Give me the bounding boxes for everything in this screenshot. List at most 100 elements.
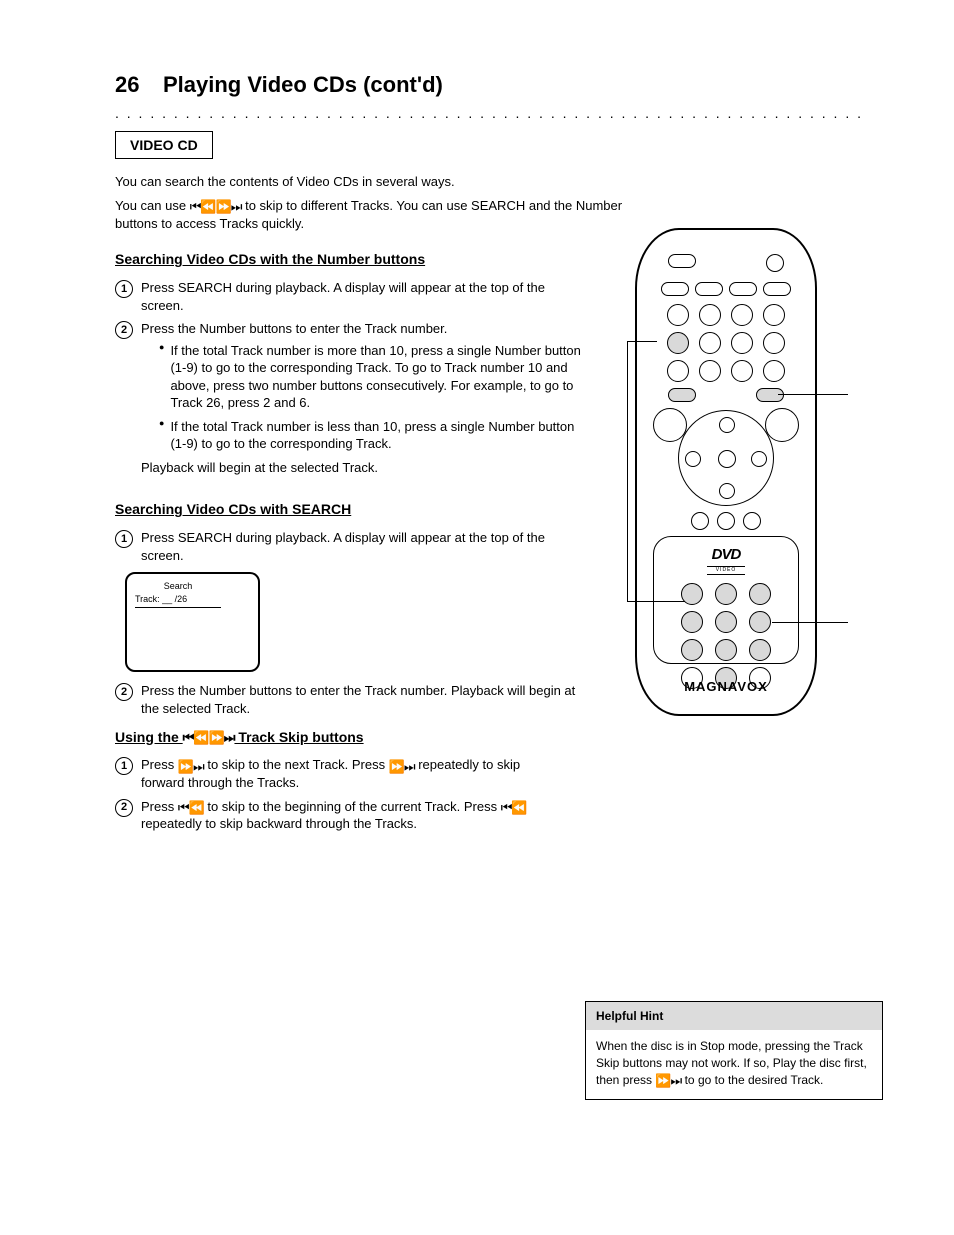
next-track-button xyxy=(756,388,784,402)
number-button xyxy=(681,611,703,633)
number-button xyxy=(715,611,737,633)
dvd-logo: DVD xyxy=(664,545,788,565)
section-title-a: Using the xyxy=(115,729,183,745)
step-number-icon: 1 xyxy=(115,757,133,775)
intro-line1: You can search the contents of Video CDs… xyxy=(115,173,595,191)
step-number-icon: 2 xyxy=(115,683,133,701)
leader-line xyxy=(772,622,848,623)
leader-line xyxy=(778,394,848,395)
section-title-text: Searching Video CDs with the Number butt… xyxy=(115,251,425,267)
remote-button xyxy=(695,282,723,296)
search-button xyxy=(667,332,689,354)
next-icon xyxy=(655,1074,681,1087)
intro-line2: You can use to skip to different Tracks.… xyxy=(115,197,635,232)
step-text: Press SEARCH during playback. A display … xyxy=(141,279,585,314)
intro-text-a: You can use xyxy=(115,198,190,213)
step-bullets: If the total Track number is more than 1… xyxy=(159,342,585,453)
step-2: 2 Press to skip to the beginning of the … xyxy=(115,798,555,833)
search-steps: 1 Press SEARCH during playback. A displa… xyxy=(115,529,585,564)
remote-button xyxy=(699,360,721,382)
step-number-icon: 2 xyxy=(115,799,133,817)
step-text-a: Press the Number buttons to enter the Tr… xyxy=(141,320,585,338)
section-title-b: Track Skip buttons xyxy=(234,729,363,745)
next-icon xyxy=(178,760,204,773)
remote-button xyxy=(731,332,753,354)
step-number-icon: 1 xyxy=(115,280,133,298)
format-box: VIDEO CD xyxy=(115,131,213,160)
skip-text-2a: Press xyxy=(141,799,178,814)
step-number-icon: 1 xyxy=(115,530,133,548)
remote-dpad xyxy=(678,410,774,506)
skip-text-2c: repeatedly to skip backward through the … xyxy=(141,816,417,831)
ok-button xyxy=(718,450,736,468)
skip-text-2b: to skip to the beginning of the current … xyxy=(204,799,501,814)
hint-text-b: to go to the desired Track. xyxy=(681,1073,823,1087)
leader-line xyxy=(627,341,657,342)
helpful-hint-box: Helpful Hint When the disc is in Stop mo… xyxy=(585,1001,883,1100)
next-icon xyxy=(389,760,415,773)
step-footer: Playback will begin at the selected Trac… xyxy=(141,459,585,477)
number-button xyxy=(715,583,737,605)
right-arrow-button xyxy=(751,451,767,467)
remote-button xyxy=(763,360,785,382)
remote-skip-row xyxy=(637,388,815,402)
skip-text-1b: to skip to the next Track. Press xyxy=(204,757,389,772)
remote-row xyxy=(637,360,815,382)
remote-button xyxy=(763,282,791,296)
remote-button xyxy=(731,304,753,326)
remote-button xyxy=(699,332,721,354)
number-button xyxy=(715,639,737,661)
step-text: Press to skip to the next Track. Press r… xyxy=(141,756,555,791)
step-text: Press the Number buttons to enter the Tr… xyxy=(141,320,585,476)
page-title: Playing Video CDs (cont'd) xyxy=(163,70,864,100)
remote-illustration: DVD VIDEO MAGNAVOX xyxy=(635,228,817,716)
up-arrow-button xyxy=(719,417,735,433)
step-1: 1 Press SEARCH during playback. A displa… xyxy=(115,279,585,314)
remote-button xyxy=(763,332,785,354)
leader-line xyxy=(627,601,685,602)
page-header: 26 Playing Video CDs (cont'd) xyxy=(115,70,864,100)
skip-both-icon xyxy=(190,200,242,213)
section-title-text: Searching Video CDs with SEARCH xyxy=(115,501,351,517)
step-text: Press the Number buttons to enter the Tr… xyxy=(141,682,585,717)
remote-body: DVD VIDEO MAGNAVOX xyxy=(635,228,817,716)
brand-label: MAGNAVOX xyxy=(637,678,815,696)
skip-both-icon xyxy=(183,731,235,744)
dvd-panel: DVD VIDEO xyxy=(653,536,799,664)
remote-button xyxy=(667,304,689,326)
tv-line2: Track: __ /26 xyxy=(135,593,221,605)
number-button xyxy=(749,583,771,605)
step-2: 2 Press the Number buttons to enter the … xyxy=(115,320,585,476)
down-arrow-button xyxy=(719,483,735,499)
step-1: 1 Press to skip to the next Track. Press… xyxy=(115,756,555,791)
remote-top-row xyxy=(637,254,815,272)
skip-text-1a: Press xyxy=(141,757,178,772)
helpful-hint-body: When the disc is in Stop mode, pressing … xyxy=(586,1030,882,1098)
number-button xyxy=(749,639,771,661)
remote-button xyxy=(667,360,689,382)
tv-screen-illustration: Search Track: __ /26 xyxy=(125,572,260,672)
helpful-hint-title: Helpful Hint xyxy=(586,1002,882,1030)
remote-button xyxy=(729,282,757,296)
number-button xyxy=(681,639,703,661)
bullet-2: If the total Track number is less than 1… xyxy=(159,418,585,453)
dvd-sublogo: VIDEO xyxy=(707,566,745,575)
step-2: 2 Press the Number buttons to enter the … xyxy=(115,682,585,717)
page-number: 26 xyxy=(115,70,145,100)
prev-icon xyxy=(178,801,204,814)
remote-button xyxy=(661,282,689,296)
prev-track-button xyxy=(668,388,696,402)
leader-line xyxy=(627,341,628,601)
forward-button xyxy=(743,512,761,530)
left-arrow-button xyxy=(685,451,701,467)
remote-row xyxy=(637,332,815,354)
pause-button xyxy=(717,512,735,530)
skip-steps: 1 Press to skip to the next Track. Press… xyxy=(115,756,555,832)
remote-button xyxy=(763,304,785,326)
bullet-1: If the total Track number is more than 1… xyxy=(159,342,585,412)
step-text: Press to skip to the beginning of the cu… xyxy=(141,798,555,833)
prev-icon xyxy=(501,801,527,814)
tv-line1: Search xyxy=(135,580,221,592)
remote-button xyxy=(668,254,696,268)
remote-row xyxy=(637,304,815,326)
